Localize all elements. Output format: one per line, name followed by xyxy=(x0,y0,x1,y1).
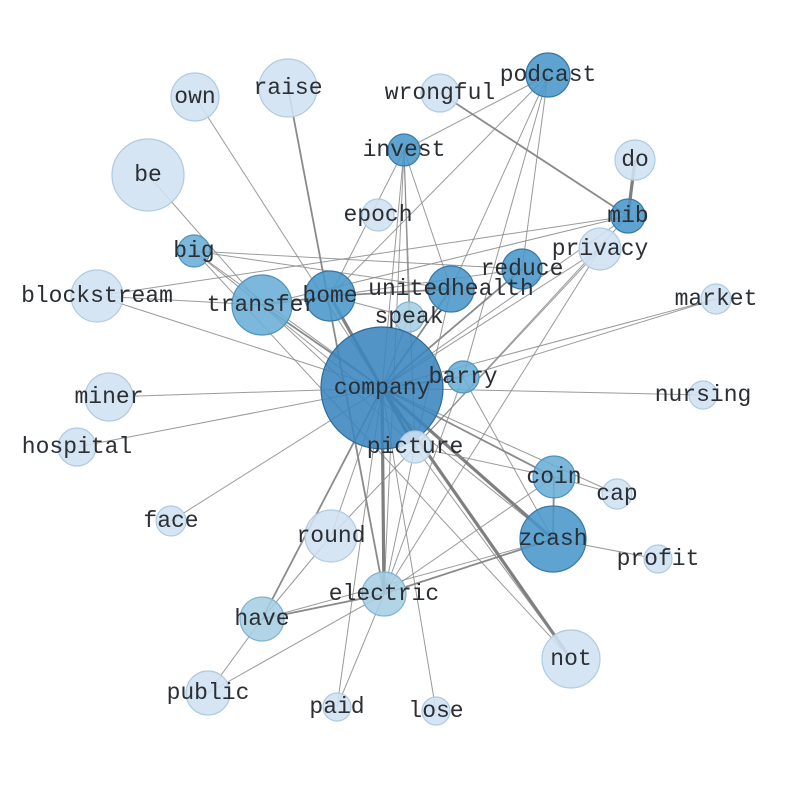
svg-text:have: have xyxy=(234,606,289,632)
svg-text:own: own xyxy=(174,84,215,110)
svg-text:podcast: podcast xyxy=(500,62,597,88)
svg-text:blockstream: blockstream xyxy=(21,283,173,309)
svg-text:do: do xyxy=(621,147,649,173)
svg-text:raise: raise xyxy=(253,75,322,101)
svg-text:electric: electric xyxy=(329,581,439,607)
svg-text:home: home xyxy=(302,283,357,309)
svg-text:transfer: transfer xyxy=(207,292,317,318)
svg-text:big: big xyxy=(173,238,214,264)
svg-text:picture: picture xyxy=(367,434,464,460)
svg-text:coin: coin xyxy=(526,464,581,490)
svg-text:hospital: hospital xyxy=(22,434,132,460)
svg-text:public: public xyxy=(167,680,250,706)
svg-text:privacy: privacy xyxy=(552,236,649,262)
svg-text:miner: miner xyxy=(74,384,143,410)
svg-text:not: not xyxy=(550,646,591,672)
svg-text:company: company xyxy=(334,375,431,401)
svg-text:zcash: zcash xyxy=(518,526,587,552)
svg-text:face: face xyxy=(143,508,198,534)
svg-text:mib: mib xyxy=(607,203,648,229)
svg-text:cap: cap xyxy=(596,481,637,507)
svg-text:barry: barry xyxy=(428,364,497,390)
svg-text:paid: paid xyxy=(309,694,364,720)
svg-text:be: be xyxy=(134,162,162,188)
svg-text:wrongful: wrongful xyxy=(385,80,495,106)
svg-text:profit: profit xyxy=(617,546,700,572)
svg-text:invest: invest xyxy=(363,137,446,163)
svg-text:nursing: nursing xyxy=(655,382,752,408)
svg-text:round: round xyxy=(296,523,365,549)
svg-text:epoch: epoch xyxy=(343,202,412,228)
svg-text:lose: lose xyxy=(408,698,463,724)
svg-text:speak: speak xyxy=(374,304,443,330)
svg-text:unitedhealth: unitedhealth xyxy=(368,276,534,302)
svg-text:market: market xyxy=(675,286,758,312)
